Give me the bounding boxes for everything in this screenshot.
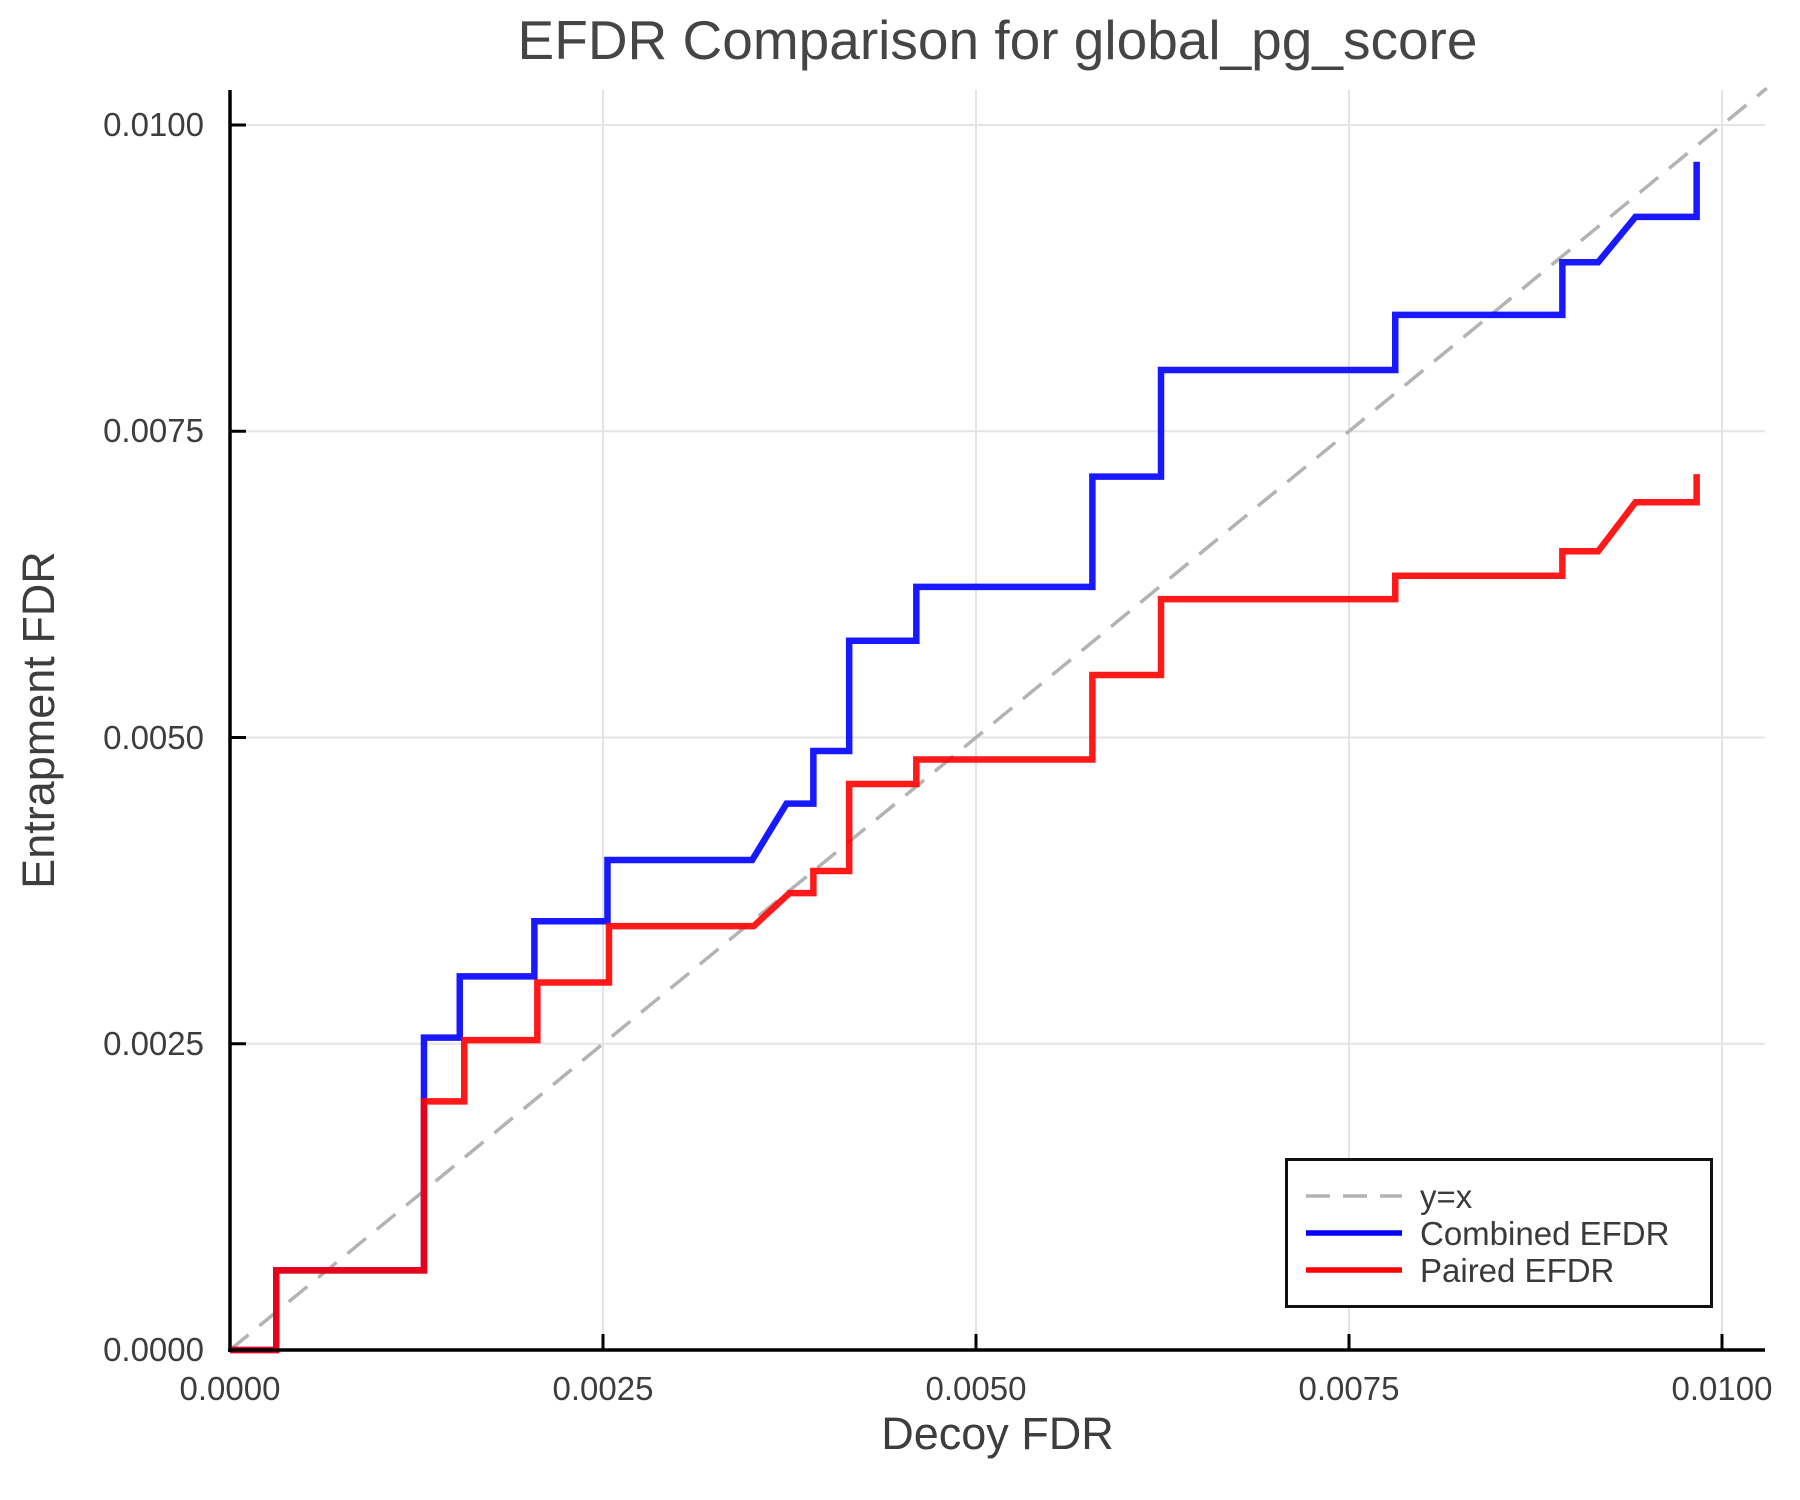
chart-title: EFDR Comparison for global_pg_score	[517, 9, 1478, 71]
legend-label: Paired EFDR	[1420, 1251, 1615, 1289]
y-tick-label: 0.0100	[103, 106, 204, 143]
x-tick-label: 0.0000	[179, 1370, 281, 1407]
y-axis-label: Entrapment FDR	[13, 551, 64, 889]
y-tick-label: 0.0050	[103, 718, 204, 756]
line-swatch	[1306, 1267, 1402, 1273]
legend-item: Paired EFDR	[1304, 1252, 1710, 1289]
legend-item: y=x	[1304, 1178, 1710, 1215]
x-axis-label: Decoy FDR	[881, 1408, 1114, 1459]
x-tick-label: 0.0100	[1671, 1370, 1773, 1407]
x-tick-label: 0.0025	[552, 1370, 654, 1407]
x-tick-label: 0.0050	[925, 1370, 1027, 1407]
identity-line	[228, 86, 1768, 1352]
series-paired-efdr	[230, 474, 1700, 1354]
line-swatch	[1306, 1230, 1402, 1236]
legend: y=x Combined EFDR Paired EFDR	[1285, 1158, 1713, 1308]
series-combined-efdr	[230, 161, 1700, 1354]
dashed-line-swatch	[1306, 1194, 1402, 1198]
y-tick-label: 0.0000	[103, 1331, 204, 1368]
x-tick-label: 0.0075	[1298, 1370, 1400, 1407]
legend-item: Combined EFDR	[1304, 1215, 1710, 1252]
legend-label: Combined EFDR	[1420, 1214, 1670, 1252]
legend-label: y=x	[1420, 1177, 1473, 1215]
y-tick-label: 0.0025	[103, 1024, 204, 1062]
y-tick-label: 0.0075	[103, 412, 204, 450]
